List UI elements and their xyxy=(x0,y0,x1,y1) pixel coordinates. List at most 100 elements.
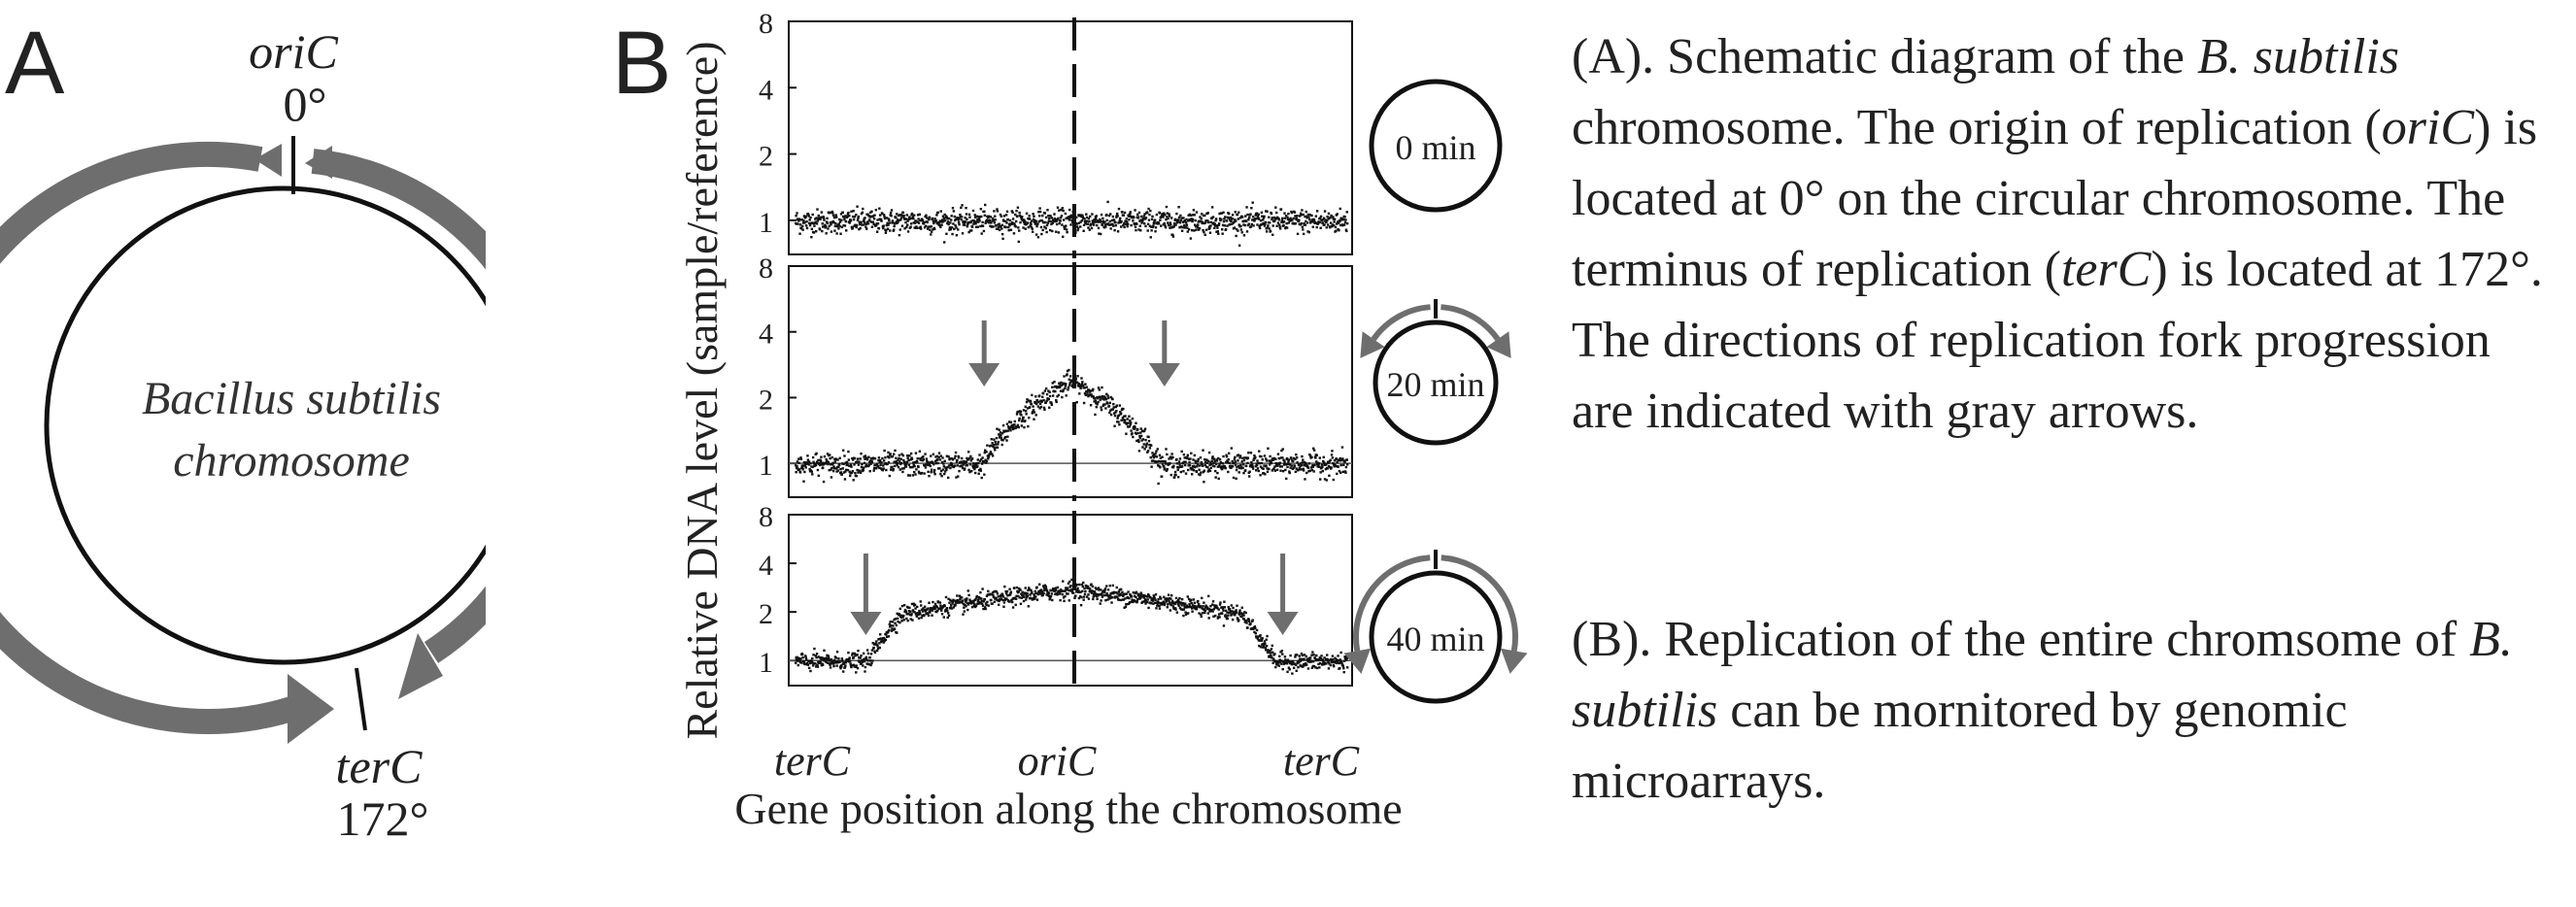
data-point xyxy=(1093,590,1097,594)
data-point xyxy=(996,427,999,430)
data-point xyxy=(1135,595,1137,599)
data-point xyxy=(1253,630,1256,634)
data-point xyxy=(1126,224,1129,228)
data-point xyxy=(1252,224,1255,227)
data-point xyxy=(1118,404,1122,407)
data-point xyxy=(922,458,926,461)
data-point xyxy=(856,218,860,221)
data-point xyxy=(883,639,886,643)
data-point xyxy=(824,226,828,229)
data-point xyxy=(938,467,941,470)
data-point xyxy=(936,461,939,465)
data-point xyxy=(825,457,828,461)
data-point xyxy=(1184,460,1187,463)
data-point xyxy=(916,605,919,609)
data-point xyxy=(1076,375,1079,378)
data-point xyxy=(1001,598,1004,602)
data-point xyxy=(1345,211,1348,214)
data-point xyxy=(958,594,962,597)
data-point xyxy=(1021,216,1024,218)
data-point xyxy=(1096,396,1100,400)
data-point xyxy=(1127,421,1130,424)
data-point xyxy=(831,463,834,466)
data-point xyxy=(902,458,905,462)
data-point xyxy=(1278,661,1282,664)
data-point xyxy=(1057,231,1061,234)
data-point xyxy=(1066,587,1069,589)
data-point xyxy=(1106,598,1109,601)
data-point xyxy=(1059,384,1062,387)
data-point xyxy=(1078,214,1081,217)
data-point xyxy=(1133,424,1136,428)
data-point xyxy=(977,461,980,465)
data-point xyxy=(1161,455,1164,458)
data-point xyxy=(1110,218,1114,222)
data-point xyxy=(1146,229,1149,232)
data-point xyxy=(1229,216,1233,219)
data-point xyxy=(844,664,847,667)
data-point xyxy=(979,590,982,594)
data-point xyxy=(1341,457,1344,460)
data-point xyxy=(1014,597,1018,600)
data-point xyxy=(1051,598,1054,602)
data-point xyxy=(852,663,856,667)
data-point xyxy=(1329,458,1332,462)
data-point xyxy=(854,655,857,657)
data-point xyxy=(1136,431,1139,435)
data-point xyxy=(932,219,935,223)
data-point xyxy=(1187,219,1190,222)
data-point xyxy=(1217,613,1221,616)
data-point xyxy=(1024,227,1027,230)
data-point xyxy=(851,226,854,229)
data-point xyxy=(1062,389,1065,393)
data-point xyxy=(823,649,826,653)
fork-arc-left xyxy=(1371,304,1431,342)
data-point xyxy=(1065,383,1068,386)
data-point xyxy=(1037,400,1040,404)
data-point xyxy=(816,665,820,668)
data-point xyxy=(1055,219,1058,222)
data-point xyxy=(1277,664,1281,667)
data-point xyxy=(1094,220,1097,223)
data-point xyxy=(815,452,818,455)
data-point xyxy=(1154,453,1157,455)
data-point xyxy=(1301,461,1305,464)
data-point xyxy=(1235,234,1237,238)
data-point xyxy=(1293,465,1297,468)
data-point xyxy=(979,467,982,471)
data-point xyxy=(1301,225,1305,228)
data-point xyxy=(1336,222,1339,225)
y-tick-label: 1 xyxy=(759,450,773,482)
data-point xyxy=(1205,607,1209,611)
data-point xyxy=(862,207,864,211)
data-point xyxy=(1080,583,1084,587)
data-point xyxy=(1047,219,1051,222)
data-point xyxy=(1104,398,1108,401)
data-point xyxy=(917,218,920,220)
data-point xyxy=(1008,223,1011,227)
data-point xyxy=(1253,625,1257,628)
data-point xyxy=(913,226,916,229)
data-point xyxy=(1278,461,1281,464)
data-point xyxy=(1190,228,1194,232)
data-point xyxy=(820,455,823,458)
data-point xyxy=(1310,455,1313,459)
data-point xyxy=(1050,401,1053,405)
data-point xyxy=(1285,226,1289,229)
data-point xyxy=(1169,597,1172,600)
data-point xyxy=(1234,460,1237,463)
timepoint-label: 40 min xyxy=(1386,620,1484,658)
data-point xyxy=(1252,458,1255,462)
data-point xyxy=(892,624,895,627)
data-point xyxy=(1179,214,1182,218)
data-point xyxy=(940,218,944,221)
data-point xyxy=(1095,588,1098,590)
data-point xyxy=(1312,654,1315,656)
data-point xyxy=(950,599,953,603)
data-point xyxy=(1011,211,1014,214)
data-point xyxy=(1015,425,1018,429)
data-point xyxy=(1003,437,1006,440)
data-point xyxy=(979,601,983,604)
data-point xyxy=(1020,424,1024,427)
data-point xyxy=(973,216,977,219)
